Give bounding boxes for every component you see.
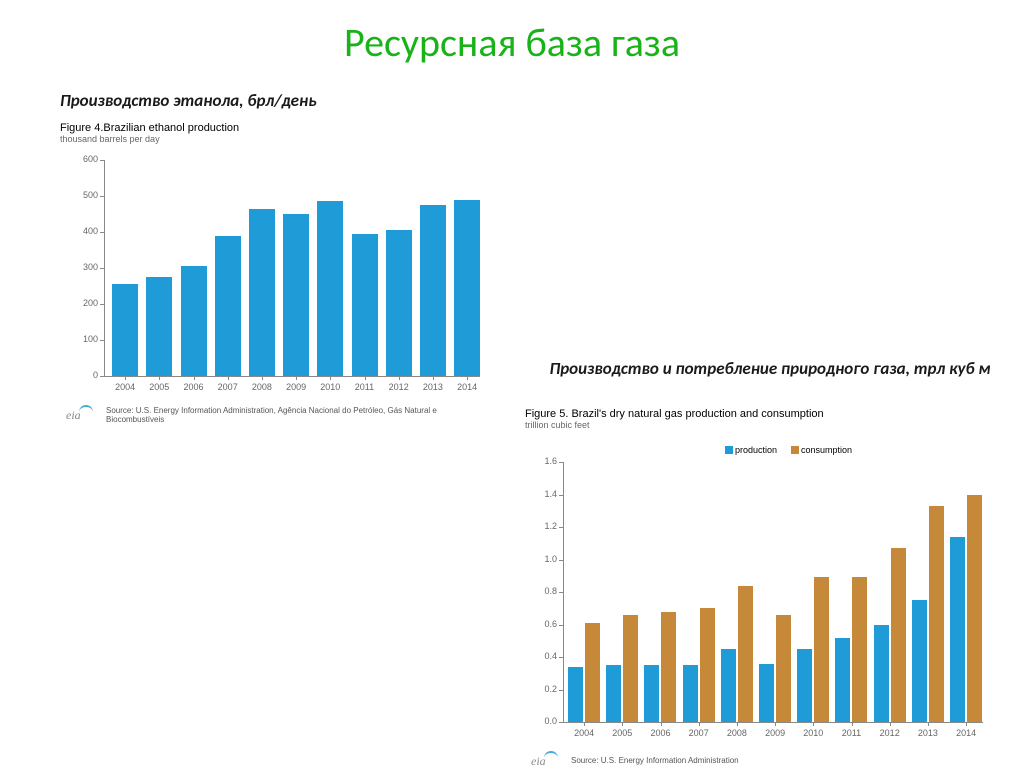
chart2-ytick: 0.0 [525, 716, 557, 726]
chart1-footer: eia Source: U.S. Energy Information Admin… [60, 404, 500, 434]
chart1-xtick: 2013 [416, 382, 450, 392]
chart1-bar [112, 284, 138, 376]
legend-swatch [791, 446, 799, 454]
chart2-xtick: 2013 [909, 728, 947, 738]
chart2-bar [568, 667, 583, 722]
chart2-xtick: 2011 [832, 728, 870, 738]
chart2-ytick: 1.0 [525, 554, 557, 564]
chart1-xtick: 2006 [176, 382, 210, 392]
chart1-bar [420, 205, 446, 376]
chart2-xtick: 2005 [603, 728, 641, 738]
chart2-bar [661, 612, 676, 723]
chart1-bar [454, 200, 480, 376]
chart1-xtick: 2009 [279, 382, 313, 392]
chart1-figure-subtitle: thousand barrels per day [60, 134, 500, 144]
chart1-bar [181, 266, 207, 376]
chart1-xtick: 2007 [211, 382, 245, 392]
chart2-bar [721, 649, 736, 722]
chart2-caption: Производство и потребление природного га… [530, 358, 1010, 379]
chart1-bar [146, 277, 172, 376]
chart2-footer: eia Source: U.S. Energy Information Admin… [525, 750, 995, 768]
chart1-source: Source: U.S. Energy Information Administ… [106, 406, 486, 424]
chart2-xtick: 2007 [680, 728, 718, 738]
chart2-ytick: 0.6 [525, 619, 557, 629]
chart2-bar [797, 649, 812, 722]
chart2-xtick: 2008 [718, 728, 756, 738]
chart1-ytick: 500 [60, 190, 98, 200]
chart1-xtick: 2008 [245, 382, 279, 392]
chart2-bar [950, 537, 965, 722]
chart2-xtick: 2012 [871, 728, 909, 738]
chart2-bar [738, 586, 753, 723]
chart2-bar [683, 665, 698, 722]
chart1-plot: 0100200300400500600200420052006200720082… [60, 150, 500, 404]
chart2-legend: production consumption [725, 441, 866, 459]
chart2-ytick: 1.4 [525, 489, 557, 499]
chart2-ytick: 0.8 [525, 586, 557, 596]
chart2-figure-subtitle: trillion cubic feet [525, 420, 995, 430]
chart2-bar [623, 615, 638, 722]
chart1-bar [283, 214, 309, 376]
legend-label: consumption [801, 445, 852, 455]
chart1-ytick: 100 [60, 334, 98, 344]
chart1-xtick: 2014 [450, 382, 484, 392]
chart1-figure-title: Figure 4.Brazilian ethanol production [60, 122, 500, 134]
chart2-xtick: 2009 [756, 728, 794, 738]
chart1-bar [317, 201, 343, 376]
chart1-ytick: 300 [60, 262, 98, 272]
chart1-ytick: 0 [60, 370, 98, 380]
chart1-container: Figure 4.Brazilian ethanol production th… [60, 122, 500, 434]
chart1-bar [352, 234, 378, 376]
chart1-xtick: 2004 [108, 382, 142, 392]
chart2-xtick: 2014 [947, 728, 985, 738]
chart2-ytick: 1.6 [525, 456, 557, 466]
chart2-bar [967, 495, 982, 723]
legend-label: production [735, 445, 777, 455]
chart2-ytick: 1.2 [525, 521, 557, 531]
chart2-plot: production consumption 0.0 0.2 0.4 0.6 0.8 1.0 1… [525, 432, 995, 750]
chart2-xtick: 2006 [641, 728, 679, 738]
page-title: Ресурсная база газа [0, 18, 1024, 67]
chart2-xtick: 2004 [565, 728, 603, 738]
chart2-bar [891, 548, 906, 722]
chart1-caption: Производство этанола, брл/день [60, 90, 317, 111]
chart2-bar [852, 577, 867, 722]
chart2-bar [644, 665, 659, 722]
chart2-bar [585, 623, 600, 722]
chart2-ytick: 0.2 [525, 684, 557, 694]
chart1-xtick: 2005 [142, 382, 176, 392]
chart2-bar [759, 664, 774, 723]
chart1-bar [215, 236, 241, 376]
chart2-bar [835, 638, 850, 723]
chart2-source: Source: U.S. Energy Information Administ… [571, 756, 739, 765]
chart2-bar [874, 625, 889, 723]
chart2-figure-title: Figure 5. Brazil's dry natural gas produ… [525, 408, 995, 420]
chart1-xtick: 2011 [347, 382, 381, 392]
chart1-ytick: 400 [60, 226, 98, 236]
legend-swatch [725, 446, 733, 454]
chart1-bar [386, 230, 412, 376]
chart1-xtick: 2010 [313, 382, 347, 392]
chart2-xtick: 2010 [794, 728, 832, 738]
chart2-bar [606, 665, 621, 722]
chart2-bar [912, 600, 927, 722]
chart1-bar [249, 209, 275, 376]
chart1-ytick: 600 [60, 154, 98, 164]
chart2-bar [814, 577, 829, 722]
chart1-xtick: 2012 [382, 382, 416, 392]
eia-logo-icon: eia [66, 408, 93, 423]
eia-logo-icon: eia [531, 754, 558, 768]
chart2-bar [700, 608, 715, 722]
chart1-ytick: 200 [60, 298, 98, 308]
chart2-bar [776, 615, 791, 722]
chart2-ytick: 0.4 [525, 651, 557, 661]
chart2-bar [929, 506, 944, 722]
chart2-container: Figure 5. Brazil's dry natural gas produ… [525, 408, 995, 768]
